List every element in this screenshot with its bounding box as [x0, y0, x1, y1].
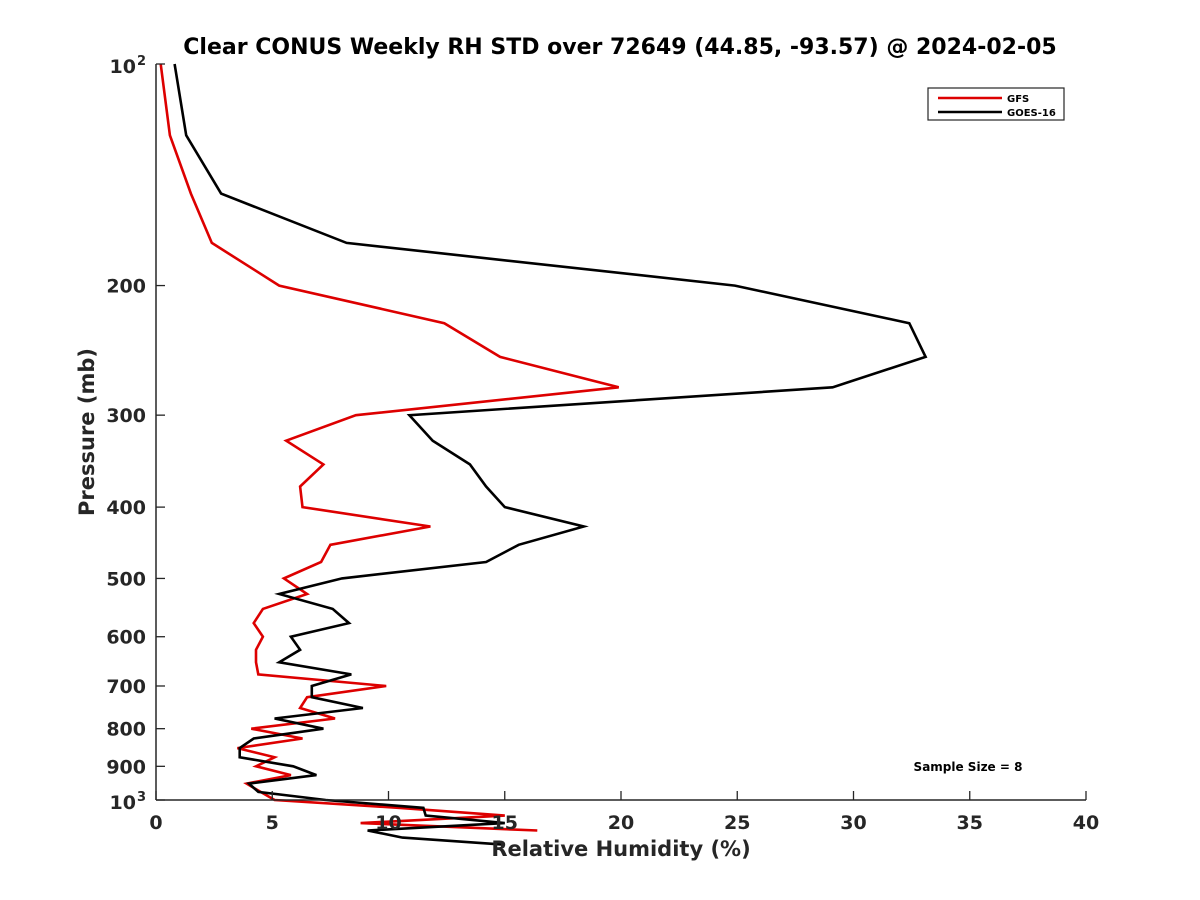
y-tick-base: 10 — [110, 56, 136, 78]
y-tick-label: 300 — [106, 405, 146, 427]
plot-area — [156, 64, 1086, 800]
y-tick-label: 900 — [106, 756, 146, 778]
legend: GFS GOES-16 — [927, 87, 1065, 121]
legend-label: GFS — [1007, 94, 1029, 105]
y-tick-label: 10 — [110, 792, 136, 814]
x-tick-label: 15 — [492, 812, 518, 834]
x-tick-label: 20 — [608, 812, 634, 834]
legend-label: GOES-16 — [1007, 108, 1056, 119]
y-tick-label: 700 — [106, 676, 146, 698]
series-line-goes-16 — [173, 63, 928, 846]
series-layer — [159, 63, 928, 846]
y-tick-label: 10 — [110, 56, 136, 78]
x-axis-ticks: 0 5 10 15 20 25 30 35 40 — [149, 791, 1099, 834]
y-tick-label: 200 — [106, 276, 146, 298]
x-tick-label: 35 — [957, 812, 983, 834]
sample-size-annotation: Sample Size = 8 — [914, 760, 1023, 774]
legend-box — [927, 87, 1065, 121]
y-tick-exponent: 2 — [137, 54, 146, 69]
y-tick-label: 600 — [106, 627, 146, 649]
series-line-gfs — [159, 63, 620, 832]
x-tick-label: 40 — [1073, 812, 1099, 834]
x-tick-label: 30 — [840, 812, 866, 834]
x-tick-label: 5 — [266, 812, 279, 834]
y-tick-label: 400 — [106, 497, 146, 519]
x-tick-label: 25 — [724, 812, 750, 834]
x-tick-label: 0 — [149, 812, 162, 834]
y-tick-exponent: 3 — [137, 790, 146, 805]
y-tick-base: 10 — [110, 792, 136, 814]
y-axis-label: Pressure (mb) — [75, 348, 99, 516]
x-tick-label: 10 — [375, 812, 401, 834]
chart-title: Clear CONUS Weekly RH STD over 72649 (44… — [183, 35, 1056, 60]
y-tick-label: 500 — [106, 568, 146, 590]
y-tick-label: 800 — [106, 719, 146, 741]
x-axis-label: Relative Humidity (%) — [491, 837, 750, 861]
